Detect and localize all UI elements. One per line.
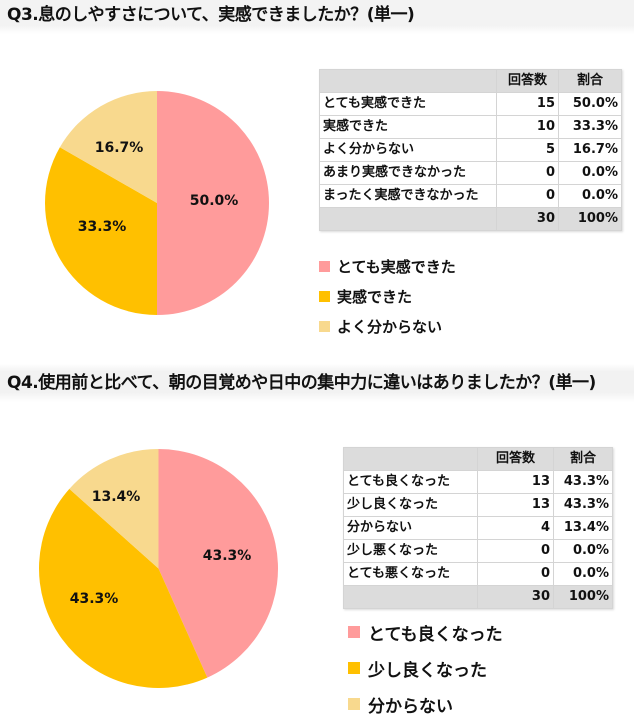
row-count: 4 <box>477 516 554 540</box>
q4-pie-label-slightly-better: 43.3% <box>69 591 119 607</box>
pie-slice <box>157 91 269 315</box>
table-total-row: 30 100% <box>343 585 613 609</box>
table-row: とても悪くなった 0 0.0% <box>343 562 613 586</box>
q4-pie-svg <box>39 449 278 688</box>
row-pct: 0.0% <box>558 161 622 185</box>
row-label: 少し良くなった <box>343 493 478 517</box>
table-row: 少し悪くなった 0 0.0% <box>343 539 613 563</box>
total-pct: 100% <box>553 585 613 609</box>
row-label: 実感できた <box>319 115 497 139</box>
table-row: 分からない 4 13.4% <box>343 516 613 540</box>
row-pct: 0.0% <box>553 562 613 586</box>
q3-pie-label-very: 50.0% <box>189 193 239 209</box>
row-pct: 16.7% <box>558 138 622 162</box>
q3-question-title: Q3.息のしやすさについて、実感できましたか？(単一) <box>0 0 634 34</box>
row-count: 5 <box>496 138 559 162</box>
legend-swatch-gold-icon <box>348 662 360 674</box>
row-pct: 0.0% <box>553 539 613 563</box>
header-count-cell: 回答数 <box>496 69 559 93</box>
total-pct: 100% <box>558 207 622 231</box>
row-count: 0 <box>477 562 554 586</box>
q4-results-table: 回答数 割合 とても良くなった 13 43.3% 少し良くなった 13 43.3… <box>343 447 613 609</box>
legend-item: 実感できた <box>319 281 456 311</box>
table-row: よく分からない 5 16.7% <box>319 138 622 162</box>
row-count: 0 <box>477 539 554 563</box>
row-label: 少し悪くなった <box>343 539 478 563</box>
legend-item: とても良くなった <box>348 614 503 650</box>
q3-pie-label-some: 33.3% <box>77 219 127 235</box>
row-label: とても実感できた <box>319 92 497 116</box>
legend-item: 少し良くなった <box>348 650 503 686</box>
legend-label: 実感できた <box>337 287 413 306</box>
table-row: 実感できた 10 33.3% <box>319 115 622 139</box>
table-row: まったく実感できなかった 0 0.0% <box>319 184 622 208</box>
header-label-cell <box>319 69 497 93</box>
q4-legend: とても良くなった 少し良くなった 分からない <box>348 614 503 722</box>
q3-results-table: 回答数 割合 とても実感できた 15 50.0% 実感できた 10 33.3% … <box>319 69 622 231</box>
table-row: とても実感できた 15 50.0% <box>319 92 622 116</box>
row-label: あまり実感できなかった <box>319 161 497 185</box>
legend-item: よく分からない <box>319 311 456 341</box>
q3-pie-label-unsure: 16.7% <box>94 140 144 156</box>
row-pct: 33.3% <box>558 115 622 139</box>
legend-swatch-wheat-icon <box>319 320 330 332</box>
row-pct: 50.0% <box>558 92 622 116</box>
row-count: 0 <box>496 184 559 208</box>
legend-label: 少し良くなった <box>368 660 487 681</box>
q3-pie-svg <box>45 91 269 315</box>
header-pct-cell: 割合 <box>558 69 622 93</box>
row-count: 13 <box>477 470 554 494</box>
header-count-cell: 回答数 <box>477 447 554 471</box>
total-count: 30 <box>477 585 554 609</box>
q4-pie-label-much-better: 43.3% <box>202 548 252 564</box>
row-count: 10 <box>496 115 559 139</box>
header-pct-cell: 割合 <box>553 447 613 471</box>
row-label: よく分からない <box>319 138 497 162</box>
q4-pie-chart: 43.3% 43.3% 13.4% <box>39 449 278 688</box>
table-total-row: 30 100% <box>319 207 622 231</box>
pie-slice <box>39 488 208 688</box>
total-label <box>319 207 497 231</box>
row-label: まったく実感できなかった <box>319 184 497 208</box>
table-header-row: 回答数 割合 <box>343 447 613 471</box>
total-label <box>343 585 478 609</box>
pie-slice <box>158 449 278 678</box>
row-count: 15 <box>496 92 559 116</box>
q3-legend: とても実感できた 実感できた よく分からない <box>319 251 456 341</box>
row-pct: 13.4% <box>553 516 613 540</box>
legend-label: よく分からない <box>337 317 443 336</box>
legend-label: とても良くなった <box>368 624 503 645</box>
q4-pie-label-unsure: 13.4% <box>91 489 141 505</box>
total-count: 30 <box>496 207 559 231</box>
table-header-row: 回答数 割合 <box>319 69 622 93</box>
legend-swatch-pink-icon <box>348 626 360 638</box>
row-pct: 43.3% <box>553 470 613 494</box>
row-label: とても悪くなった <box>343 562 478 586</box>
table-row: とても良くなった 13 43.3% <box>343 470 613 494</box>
row-count: 13 <box>477 493 554 517</box>
header-label-cell <box>343 447 478 471</box>
pie-slice <box>59 91 158 203</box>
table-row: 少し良くなった 13 43.3% <box>343 493 613 517</box>
pie-slice <box>69 449 159 569</box>
row-label: とても良くなった <box>343 470 478 494</box>
row-pct: 0.0% <box>558 184 622 208</box>
q4-question-title: Q4.使用前と比べて、朝の目覚めや日中の集中力に違いはありましたか？(単一) <box>0 364 634 402</box>
legend-item: 分からない <box>348 686 503 722</box>
legend-label: とても実感できた <box>337 257 456 276</box>
table-row: あまり実感できなかった 0 0.0% <box>319 161 622 185</box>
pie-slice <box>45 147 157 315</box>
legend-item: とても実感できた <box>319 251 456 281</box>
legend-swatch-gold-icon <box>319 290 330 302</box>
q3-pie-chart: 50.0% 33.3% 16.7% <box>45 91 269 315</box>
legend-label: 分からない <box>368 696 453 717</box>
row-pct: 43.3% <box>553 493 613 517</box>
legend-swatch-pink-icon <box>319 260 330 272</box>
legend-swatch-wheat-icon <box>348 698 360 710</box>
row-label: 分からない <box>343 516 478 540</box>
row-count: 0 <box>496 161 559 185</box>
